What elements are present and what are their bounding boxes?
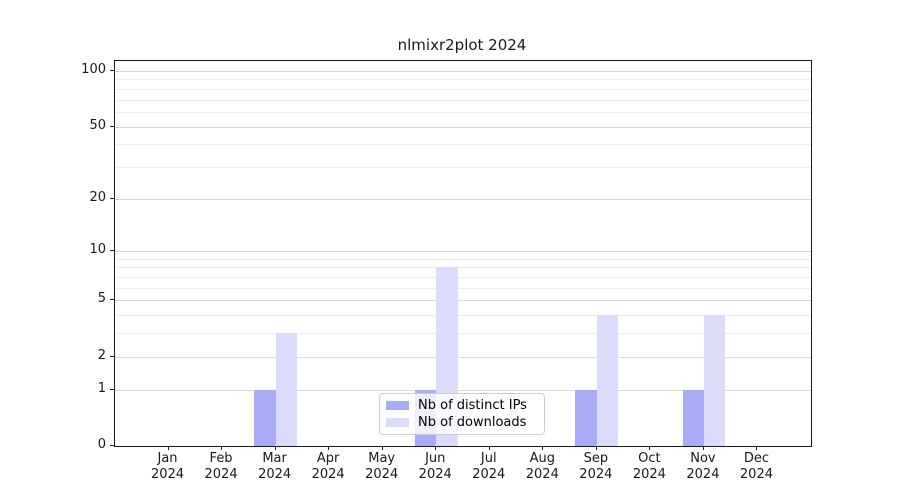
gridline-major	[115, 198, 811, 200]
x-tick-month: May	[368, 451, 396, 466]
x-tick-label: Mar 2024	[245, 451, 305, 483]
y-tick	[110, 250, 114, 252]
gridline-minor	[115, 99, 811, 101]
x-tick-month: Jan	[157, 451, 178, 466]
x-tick-label: Nov 2024	[673, 451, 733, 483]
x-tick-year: 2024	[365, 467, 399, 482]
x-tick-year: 2024	[579, 467, 613, 482]
x-tick-month: Apr	[316, 451, 340, 466]
x-tick-month: Nov	[690, 451, 716, 466]
y-tick	[110, 388, 114, 390]
legend-label-1: Nb of downloads	[418, 415, 527, 430]
y-tick-label: 10	[89, 242, 106, 258]
y-tick-label: 50	[89, 117, 106, 133]
x-tick-year: 2024	[258, 467, 292, 482]
gridline-minor	[115, 144, 811, 146]
x-tick-year: 2024	[686, 467, 720, 482]
x-tick-label: Apr 2024	[298, 451, 358, 483]
gridline-minor	[115, 287, 811, 289]
gridline-minor	[115, 79, 811, 81]
y-tick-label: 20	[89, 189, 106, 205]
x-tick-year: 2024	[150, 467, 185, 482]
y-tick	[110, 197, 114, 199]
x-tick	[649, 446, 651, 450]
x-tick-month: Feb	[209, 451, 233, 466]
bar-downloads	[596, 315, 619, 446]
legend-row-distinct-ips: Nb of distinct IPs	[386, 397, 537, 414]
x-tick-label: Jun 2024	[405, 451, 465, 483]
bar-downloads	[275, 333, 297, 446]
y-tick	[110, 355, 114, 357]
gridline-major	[115, 126, 811, 128]
y-tick-label: 0	[97, 437, 106, 452]
bar-distinct-ips	[254, 389, 276, 446]
x-tick	[702, 446, 704, 450]
y-tick-label: 100	[81, 61, 106, 77]
x-tick	[756, 446, 758, 450]
x-tick-year: 2024	[739, 467, 773, 482]
x-tick-label: Aug 2024	[512, 451, 572, 483]
x-tick	[435, 446, 437, 450]
chart-title: nlmixr2plot 2024	[397, 36, 527, 54]
gridline-minor	[115, 258, 811, 260]
x-tick	[542, 446, 544, 450]
gridline-major	[115, 300, 811, 302]
x-tick-year: 2024	[418, 467, 452, 482]
y-tick	[110, 299, 114, 301]
plot-area: Nb of distinct IPs Nb of downloads	[114, 60, 812, 447]
x-tick-month: Dec	[743, 451, 770, 466]
x-tick-year: 2024	[632, 467, 666, 482]
x-tick-label: Jul 2024	[459, 451, 519, 483]
x-tick-year: 2024	[472, 467, 506, 482]
y-tick-label: 2	[97, 347, 106, 363]
x-tick-year: 2024	[204, 467, 238, 482]
gridline-minor	[115, 333, 811, 335]
y-tick	[110, 445, 114, 446]
gridline-minor	[115, 166, 811, 168]
gridline-minor	[115, 267, 811, 269]
legend-row-downloads: Nb of downloads	[386, 414, 537, 431]
legend-swatch-1	[386, 418, 409, 427]
legend-label-0: Nb of distinct IPs	[418, 398, 527, 413]
gridline-minor	[115, 88, 811, 90]
gridline-minor	[115, 315, 811, 317]
x-tick-label: May 2024	[352, 451, 412, 483]
gridline-minor	[115, 277, 811, 279]
x-tick-month: Jul	[480, 451, 497, 466]
bar-downloads	[703, 315, 726, 446]
gridline-major	[115, 251, 811, 253]
x-tick-month: Jun	[425, 451, 446, 466]
x-tick	[328, 446, 330, 450]
x-tick	[221, 446, 223, 450]
gridline-major	[115, 70, 811, 72]
x-tick-label: Sep 2024	[566, 451, 626, 483]
x-tick-label: Oct 2024	[619, 451, 679, 483]
bar-distinct-ips	[575, 389, 597, 446]
x-tick	[167, 446, 169, 450]
gridline-minor	[115, 111, 811, 113]
x-tick-month: Oct	[638, 451, 661, 466]
x-tick	[488, 446, 490, 450]
y-tick	[110, 125, 114, 127]
bar-distinct-ips	[682, 389, 704, 446]
y-tick	[110, 69, 114, 71]
x-tick-year: 2024	[525, 467, 559, 482]
x-tick	[274, 446, 276, 450]
x-tick-month: Mar	[262, 451, 287, 466]
y-tick-label: 1	[97, 380, 106, 396]
x-tick-month: Sep	[583, 451, 609, 466]
legend: Nb of distinct IPs Nb of downloads	[379, 393, 545, 435]
x-tick-label: Feb 2024	[191, 451, 251, 483]
x-tick-label: Jan 2024	[138, 451, 198, 483]
legend-swatch-0	[386, 401, 409, 410]
y-tick-label: 5	[97, 291, 106, 307]
x-tick	[381, 446, 383, 450]
x-tick-label: Dec 2024	[726, 451, 786, 483]
gridline-major	[115, 356, 811, 358]
x-tick-year: 2024	[311, 467, 345, 482]
gridline-major	[115, 389, 811, 391]
x-tick-month: Aug	[529, 451, 555, 466]
x-tick	[595, 446, 597, 450]
